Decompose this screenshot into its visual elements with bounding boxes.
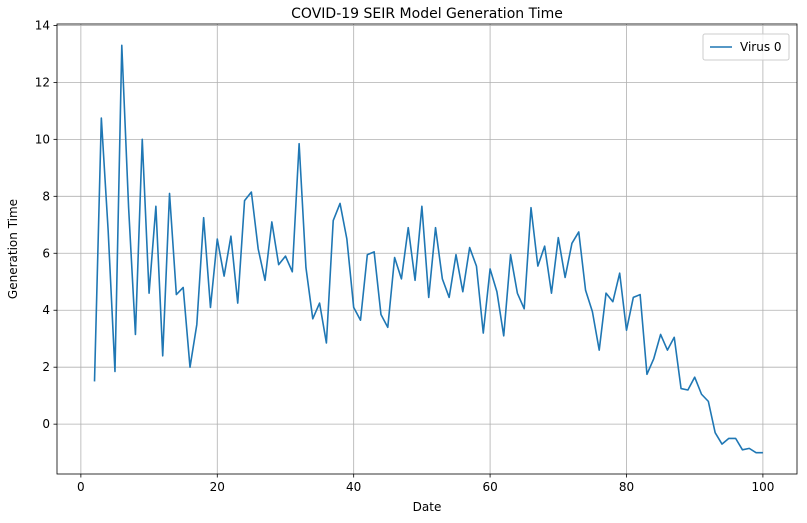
x-tick-label: 100 [751, 480, 774, 494]
y-tick-label: 6 [42, 246, 50, 260]
x-axis-label: Date [413, 500, 442, 514]
y-axis-label: Generation Time [6, 199, 20, 299]
y-tick-label: 4 [42, 303, 50, 317]
y-tick-label: 10 [35, 132, 50, 146]
y-tick-label: 14 [35, 18, 50, 32]
legend-box [702, 33, 790, 61]
y-tick-label: 12 [35, 75, 50, 89]
legend-label: Virus 0 [740, 40, 782, 54]
chart-title: COVID-19 SEIR Model Generation Time [291, 6, 563, 22]
y-tick-label: 2 [42, 360, 50, 374]
ticks: 0 20 40 60 80 100 0 2 4 6 8 10 12 14 [35, 18, 775, 494]
legend: Virus 0 [702, 33, 790, 61]
series-line [93, 44, 763, 454]
x-tick-label: 0 [77, 480, 85, 494]
grid [57, 24, 797, 474]
x-tick-label: 60 [482, 480, 497, 494]
series-layer [93, 44, 763, 454]
y-tick-label: 0 [42, 417, 50, 431]
x-tick-label: 80 [619, 480, 634, 494]
x-tick-label: 20 [210, 480, 225, 494]
y-tick-label: 8 [42, 189, 50, 203]
plot-frame [56, 23, 798, 475]
x-tick-label: 40 [346, 480, 361, 494]
